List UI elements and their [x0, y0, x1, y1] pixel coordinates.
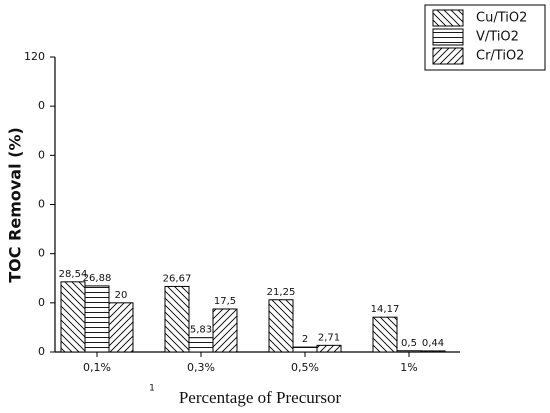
value-label: 0,5: [401, 338, 417, 349]
bar: [420, 350, 446, 353]
x-axis-label: Percentage of Precursor: [179, 388, 342, 407]
x-tick-label: 0,3%: [187, 361, 215, 374]
y-tick-label: 0: [38, 296, 45, 309]
value-label: 14,17: [371, 304, 400, 315]
bar: [60, 281, 86, 353]
value-label: 28,54: [59, 269, 88, 280]
y-tick-label: 0: [38, 148, 45, 161]
bar: [396, 350, 422, 353]
value-label: 26,88: [83, 273, 112, 284]
y-tick-label: 0: [38, 198, 45, 211]
legend-swatch: [432, 28, 464, 46]
y-tick-label: 0: [38, 247, 45, 260]
value-label: 2: [302, 334, 308, 345]
bar: [268, 299, 294, 353]
legend-swatch: [432, 9, 464, 27]
y-tick-label: 120: [24, 50, 45, 63]
bar: [212, 308, 238, 353]
value-label: 20: [115, 290, 128, 301]
bar: [108, 302, 134, 353]
legend-swatch: [432, 47, 464, 65]
y-tick-label: 0: [38, 345, 45, 358]
bar: [316, 344, 342, 353]
y-axis-label: TOC Removal (%): [6, 127, 25, 283]
y-tick-label: 0: [38, 99, 45, 112]
value-label: 0,44: [422, 338, 444, 349]
x-tick-label: 0,5%: [291, 361, 319, 374]
legend-label: Cu/TiO2: [476, 11, 527, 26]
legend-label: Cr/TiO2: [476, 49, 524, 64]
value-label: 5,83: [190, 325, 212, 336]
x-tick-label: 1%: [400, 361, 417, 374]
value-label: 26,67: [163, 273, 192, 284]
bar: [84, 285, 110, 353]
bar: [372, 316, 398, 353]
value-label: 2,71: [318, 332, 340, 343]
value-label: 21,25: [267, 287, 296, 298]
bar: [292, 346, 318, 353]
x-tick-label: 0,1%: [83, 361, 111, 374]
legend-label: V/TiO2: [476, 30, 519, 45]
bar: [188, 337, 214, 353]
bar: [164, 285, 190, 353]
value-label: 17,5: [214, 296, 236, 307]
annotation: 1: [149, 384, 155, 394]
